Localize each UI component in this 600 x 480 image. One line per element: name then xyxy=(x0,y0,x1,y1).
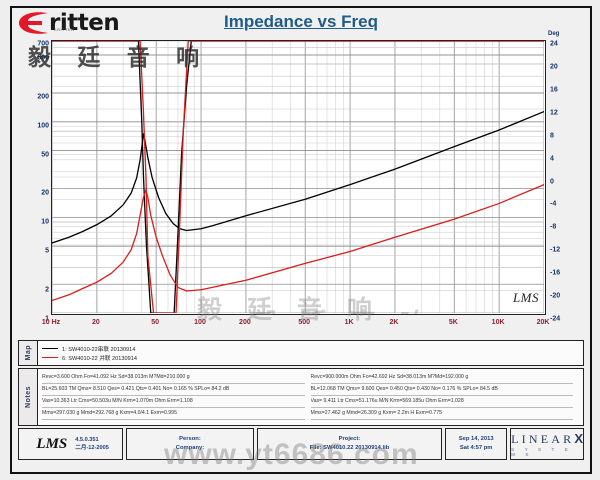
y-axis-right: Deg 24 20 16 12 8 4 0 -4 -8 -12 -16 -20 -24 xyxy=(548,31,582,323)
y-tick-label: 10 xyxy=(41,218,49,226)
x-tick-label: 200 xyxy=(239,319,251,326)
y-tick-label: 500 xyxy=(37,54,49,62)
y-tick-label: 50 xyxy=(41,151,49,159)
notes-tag-label: Notes xyxy=(24,386,32,408)
linearx-sub: S Y S T E M S xyxy=(511,447,573,457)
map-row: Map 1: SW4010-22串联 20130914 6: SW4010-22 … xyxy=(18,340,584,366)
y-tick-label: 20 xyxy=(41,189,49,197)
x-tick-label: 2K xyxy=(389,319,399,326)
map-tag: Map xyxy=(19,341,38,365)
project-file: File: SW4010.22 20130914.lib xyxy=(309,445,390,451)
report-date: Sep 14, 2013 xyxy=(458,436,494,442)
footer-date-cell: Sep 14, 2013 Sat 4:57 pm xyxy=(445,428,508,460)
x-tick-label: 20 xyxy=(91,319,100,326)
x-tick-label: 500 xyxy=(298,319,311,326)
x-tick-label: 1K xyxy=(344,319,354,326)
y2-tick-label: 12 xyxy=(550,109,558,117)
person-label: Person: xyxy=(179,436,201,442)
y2-tick-label: -12 xyxy=(550,246,561,254)
legend-label: 1: SW4010-22串联 20130914 xyxy=(62,346,136,353)
y-tick-label: 100 xyxy=(37,122,49,130)
y-axis-right-caption: Deg xyxy=(548,31,560,37)
y-tick-label: 2 xyxy=(45,286,49,294)
y-tick-label: 5 xyxy=(45,247,49,255)
notes-column-right: Revc=900.000m Ohm Fo=42.692 Hz Sd=38.013… xyxy=(310,372,580,420)
note-line: BL=25.603 TM Qms= 8.510 Qes= 0.421 Qts= … xyxy=(42,384,305,396)
x-tick-label: 10K xyxy=(491,319,505,326)
company-label: Company: xyxy=(175,445,205,451)
footer-brand-cell: LINEARX S Y S T E M S xyxy=(510,428,584,460)
legend-swatch xyxy=(42,357,58,358)
lms-logo: LMS xyxy=(36,435,68,452)
y2-tick-label: 4 xyxy=(550,155,554,163)
notes-body: Revc=3.600 Ohm Fo=41.092 Hz Sd=38.013m M… xyxy=(38,369,583,425)
note-line: Mms=297.030 g Mmd=292.768 g Kxm=4.0/4.1 … xyxy=(42,408,305,420)
y2-tick-label: 0 xyxy=(550,178,554,185)
note-line: BL=12.068 TM Qms= 9.600 Qes= 0.450 Qts= … xyxy=(310,384,573,396)
footer-app-cell: LMS 4.5.0.351 二月-12-2005 xyxy=(18,428,124,460)
page-title: Impedance vs Freq xyxy=(223,12,378,31)
notes-column-left: Revc=3.600 Ohm Fo=41.092 Hz Sd=38.013m M… xyxy=(42,372,311,420)
app-build-date: 二月-12-2005 xyxy=(75,445,109,451)
y-tick-label: 700 xyxy=(37,40,49,48)
y-axis-left: 1 2 5 10 20 50 100 200 500 700 xyxy=(18,40,49,323)
footer-person-cell: Person: Company: xyxy=(126,428,254,460)
y2-tick-label: -24 xyxy=(550,315,561,323)
x-tick-label: 100 xyxy=(194,319,206,326)
note-line: Vas= 9.411 Ltr Cms=51.176u M/N Krm=569.1… xyxy=(310,396,573,408)
x-tick-label: 5K xyxy=(448,319,458,326)
legend-label: 6: SW4010-22 并联 20130914 xyxy=(62,355,137,362)
y2-tick-label: 24 xyxy=(550,40,558,48)
y2-tick-label: -16 xyxy=(550,269,561,277)
legend-swatch xyxy=(42,348,58,349)
footer-project-cell: Project: File: SW4010.22 20130914.lib xyxy=(256,428,443,460)
linearx-logo: LINEARX xyxy=(511,431,583,447)
y2-tick-label: -20 xyxy=(550,292,561,300)
report-header: ritten ERITTEN Impedance vs Freq xyxy=(12,8,590,38)
y2-tick-label: -8 xyxy=(550,223,557,231)
x-tick-label: 50 xyxy=(151,319,160,326)
y2-tick-label: 8 xyxy=(550,132,554,140)
legend-list: 1: SW4010-22串联 20130914 6: SW4010-22 并联 2… xyxy=(38,341,583,365)
y-tick-label: 1 xyxy=(45,315,49,323)
eritten-logo: ritten ERITTEN xyxy=(18,9,120,36)
note-line: Vas=10.363 Ltr Cms=50.503u M/N Krm=1.070… xyxy=(42,396,305,408)
linearx-text: LINEAR xyxy=(511,432,575,446)
plot-svg xyxy=(52,41,544,313)
report-frame: ritten ERITTEN Impedance vs Freq 1 2 5 10 20… xyxy=(10,6,592,474)
y2-tick-label: 20 xyxy=(550,63,558,71)
x-axis: 10 Hz 20 50 100 200 500 1K 2K 5K 10K 20K xyxy=(42,317,550,331)
app-version: 4.5.0.351 xyxy=(75,437,99,443)
y2-tick-label: 16 xyxy=(550,86,558,94)
notes-row: Notes Revc=3.600 Ohm Fo=41.092 Hz Sd=38.… xyxy=(18,368,584,426)
note-line: Mms=27.462 g Mmd=26.309 g Kxm= 2.2m H Ex… xyxy=(310,408,573,420)
lms-script-mark: LMS xyxy=(512,290,539,305)
plot-canvas: 毅 廷 音 响 LMS xyxy=(51,40,546,315)
report-time: Sat 4:57 pm xyxy=(459,445,493,451)
note-line: Revc=3.600 Ohm Fo=41.092 Hz Sd=38.013m M… xyxy=(42,372,305,384)
legend-item[interactable]: 6: SW4010-22 并联 20130914 xyxy=(42,353,579,362)
legend-item[interactable]: 1: SW4010-22串联 20130914 xyxy=(42,344,579,353)
linearx-x: X xyxy=(574,431,583,446)
project-label: Project: xyxy=(338,436,361,442)
notes-tag: Notes xyxy=(19,369,38,425)
y2-tick-label: -4 xyxy=(550,200,557,208)
x-tick-label: 20K xyxy=(536,319,550,326)
eritten-subtext: ERITTEN xyxy=(54,27,75,32)
eritten-wordmark: ritten xyxy=(49,9,120,36)
eritten-e-icon xyxy=(18,11,52,36)
map-tag-label: Map xyxy=(24,345,32,361)
y-tick-label: 200 xyxy=(37,93,49,101)
report-footer: LMS 4.5.0.351 二月-12-2005 Person: Company… xyxy=(18,428,584,460)
note-line: Revc=900.000m Ohm Fo=42.692 Hz Sd=38.013… xyxy=(310,372,573,384)
x-tick-label: 10 Hz xyxy=(41,319,61,326)
